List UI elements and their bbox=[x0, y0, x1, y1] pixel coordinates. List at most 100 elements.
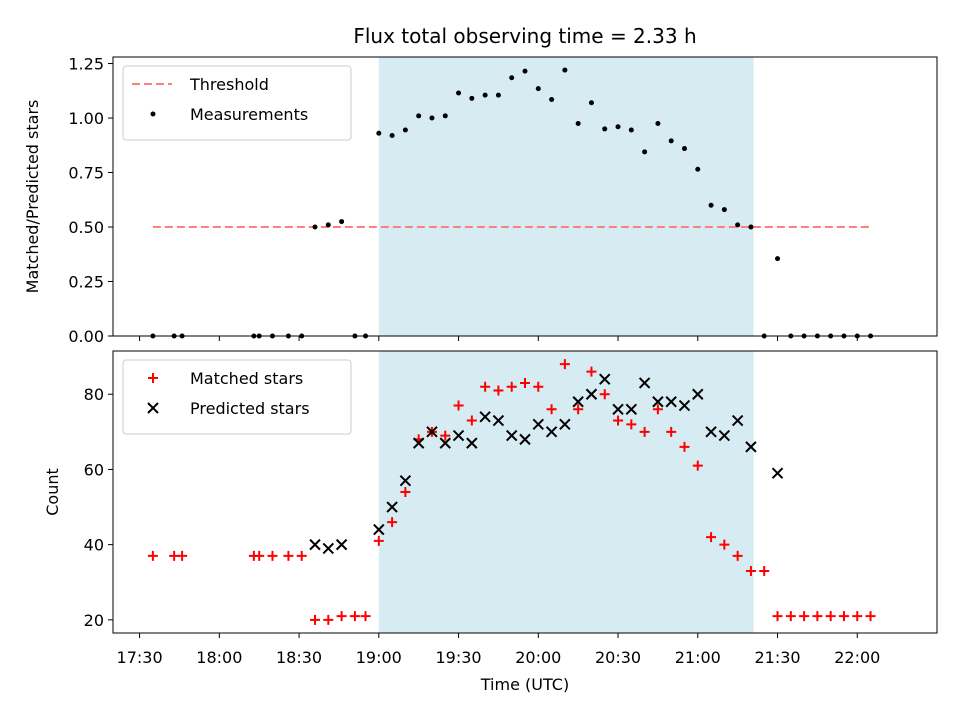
measurement-point bbox=[575, 120, 581, 126]
predicted-star-point bbox=[322, 542, 335, 555]
legend-box bbox=[122, 359, 352, 435]
matched-star-point bbox=[310, 614, 321, 625]
measurement-point bbox=[549, 97, 555, 103]
predicted-star-point bbox=[386, 501, 398, 513]
matched-star-point bbox=[493, 385, 504, 396]
legend-label: Measurements bbox=[190, 105, 308, 124]
chart-title: Flux total observing time = 2.33 h bbox=[353, 24, 696, 48]
predicted-star-point bbox=[718, 429, 731, 442]
y-tick-label: 0.50 bbox=[68, 218, 104, 237]
measurement-point bbox=[655, 120, 661, 126]
measurement-point bbox=[748, 224, 754, 230]
matched-star-point bbox=[267, 550, 278, 561]
legend-predicted-swatch bbox=[147, 402, 159, 414]
measurement-point bbox=[681, 146, 687, 152]
legend-label: Matched stars bbox=[190, 369, 303, 388]
predicted-star-point bbox=[373, 523, 385, 536]
measurement-point bbox=[469, 95, 475, 101]
matched-star-point bbox=[732, 550, 743, 561]
matched-star-point bbox=[573, 404, 584, 415]
matched-star-point bbox=[373, 535, 384, 546]
matched-star-point bbox=[825, 611, 836, 622]
x-tick-label: 19:30 bbox=[435, 648, 481, 667]
measurement-point bbox=[522, 68, 528, 74]
predicted-star-point bbox=[335, 538, 348, 551]
predicted-star-point bbox=[638, 377, 651, 389]
matched-star-point bbox=[440, 430, 451, 441]
predicted-star-point bbox=[625, 403, 638, 415]
predicted-star-point bbox=[519, 433, 531, 446]
predicted-star-point bbox=[399, 475, 412, 487]
matched-star-point bbox=[865, 611, 876, 622]
matched-star-point bbox=[506, 381, 517, 392]
measurement-point bbox=[615, 124, 621, 130]
y-tick-label: 1.00 bbox=[68, 109, 104, 128]
y-tick-label: 0.25 bbox=[68, 273, 104, 292]
matched-star-point bbox=[838, 611, 849, 622]
matched-star-point bbox=[283, 550, 294, 561]
y-tick-label: 0.00 bbox=[68, 327, 104, 346]
measurement-point bbox=[339, 219, 345, 225]
matched-star-point bbox=[706, 532, 717, 543]
flux-ratio-panel: 0.00 0.25 0.50 0.75 1.00 1.25 Matched/Predicte… bbox=[23, 55, 938, 346]
predicted-star-point bbox=[731, 414, 744, 427]
matched-star-point bbox=[323, 614, 334, 625]
measurement-point bbox=[456, 90, 462, 96]
predicted-star-point bbox=[466, 437, 478, 449]
predicted-star-point bbox=[545, 426, 558, 438]
predicted-star-point bbox=[532, 418, 544, 431]
x-tick-label: 19:00 bbox=[356, 648, 402, 667]
x-tick-label: 20:30 bbox=[595, 648, 641, 667]
matched-star-point bbox=[799, 611, 810, 622]
matched-star-point bbox=[652, 404, 663, 415]
matched-star-point bbox=[852, 611, 863, 622]
legend-label: Predicted stars bbox=[190, 399, 310, 418]
matched-star-point bbox=[666, 426, 677, 437]
matched-star-point bbox=[147, 550, 158, 561]
predicted-star-point bbox=[439, 437, 451, 449]
plot-frame bbox=[112, 56, 938, 337]
matched-star-point bbox=[400, 487, 411, 497]
predicted-star-point bbox=[771, 467, 784, 479]
observing-interval-span bbox=[378, 57, 754, 336]
y-tick-label: 40 bbox=[84, 536, 104, 555]
legend-label: Threshold bbox=[189, 75, 269, 94]
matched-star-point bbox=[745, 565, 756, 576]
measurement-point bbox=[495, 92, 501, 98]
predicted-star-point bbox=[309, 538, 321, 551]
matched-star-point bbox=[360, 611, 371, 622]
matched-star-point bbox=[453, 400, 464, 411]
matched-star-point bbox=[546, 404, 557, 415]
predicted-star-point bbox=[705, 426, 717, 438]
measurement-point bbox=[509, 75, 515, 81]
y-tick-label: 80 bbox=[84, 385, 104, 404]
measurement-point bbox=[642, 149, 648, 155]
predicted-star-point bbox=[745, 441, 757, 453]
measurement-point bbox=[429, 115, 435, 121]
x-tick-label: 21:30 bbox=[754, 648, 800, 667]
observing-interval-span bbox=[378, 351, 754, 633]
matched-star-point bbox=[177, 550, 188, 561]
y-axis-label: Matched/Predicted stars bbox=[23, 100, 42, 294]
measurement-point bbox=[325, 222, 331, 228]
matched-star-point bbox=[480, 381, 491, 392]
measurement-point bbox=[775, 256, 781, 262]
x-tick-label: 17:30 bbox=[117, 648, 163, 667]
predicted-star-point bbox=[652, 396, 664, 408]
measurement-point bbox=[376, 130, 382, 136]
measurement-point bbox=[721, 207, 727, 213]
predicted-star-point bbox=[452, 429, 465, 442]
measurement-point bbox=[708, 202, 714, 208]
y-tick-label: 60 bbox=[84, 460, 104, 479]
measurement-point bbox=[482, 92, 488, 98]
measurement-point bbox=[562, 67, 568, 73]
measurement-point bbox=[416, 113, 422, 119]
matched-star-point bbox=[759, 565, 770, 576]
matched-star-point bbox=[559, 359, 570, 370]
measurement-point bbox=[389, 132, 395, 138]
predicted-star-point bbox=[426, 426, 438, 438]
measurement-point bbox=[535, 86, 541, 92]
matched-star-point bbox=[466, 415, 477, 426]
predicted-star-point bbox=[599, 373, 611, 385]
